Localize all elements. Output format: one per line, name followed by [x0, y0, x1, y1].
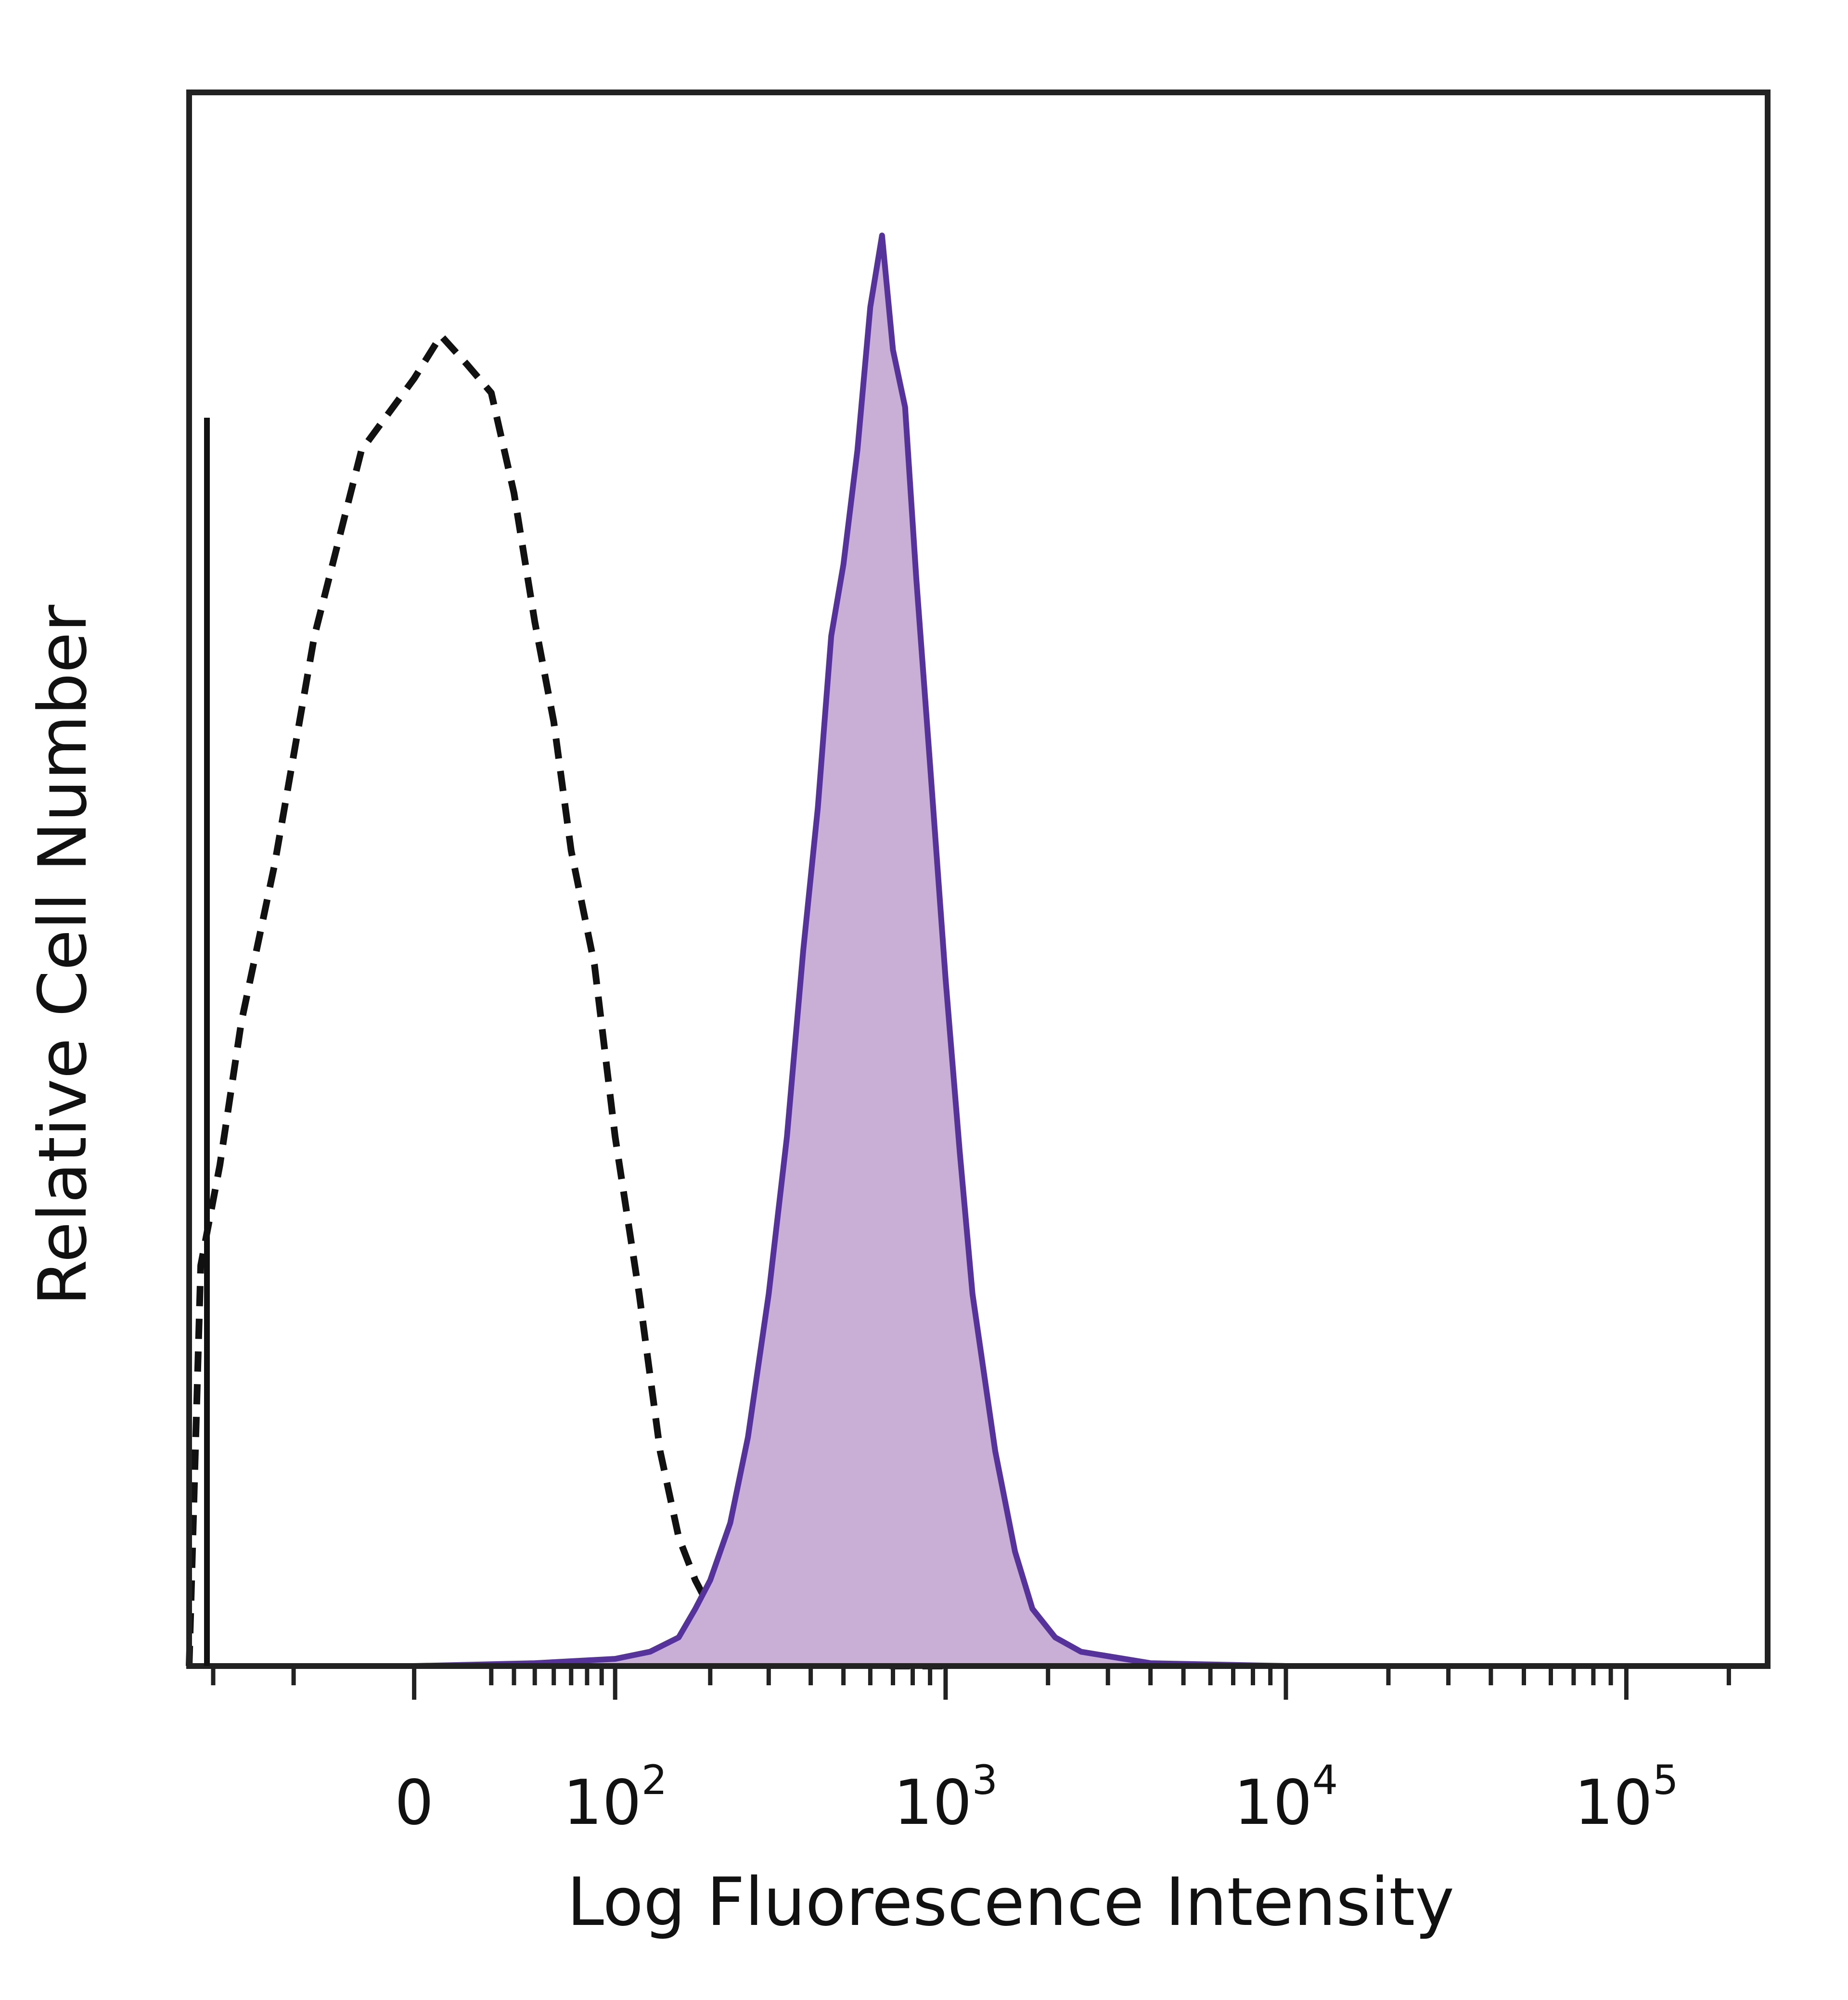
- x-axis-tick-labels: 0 102 103 104 105: [395, 1756, 1679, 1839]
- series-0-line: [186, 332, 946, 1669]
- x-tick-label-0: 0: [395, 1767, 434, 1839]
- series-layer: [186, 232, 1768, 1669]
- x-tick-label-3: 104: [1234, 1756, 1338, 1839]
- x-tick-label-1: 102: [563, 1756, 667, 1839]
- series-1-line: [189, 232, 1768, 1669]
- x-axis-ticks: [211, 1666, 1731, 1700]
- x-axis-title: Log Fluorescence Intensity: [567, 1863, 1454, 1941]
- x-tick-label-4: 105: [1574, 1756, 1678, 1839]
- series-1-area: [189, 235, 1768, 1666]
- plot-frame: [186, 90, 1771, 1669]
- x-tick-label-2: 103: [894, 1756, 998, 1839]
- y-axis-title: Relative Cell Number: [24, 604, 102, 1306]
